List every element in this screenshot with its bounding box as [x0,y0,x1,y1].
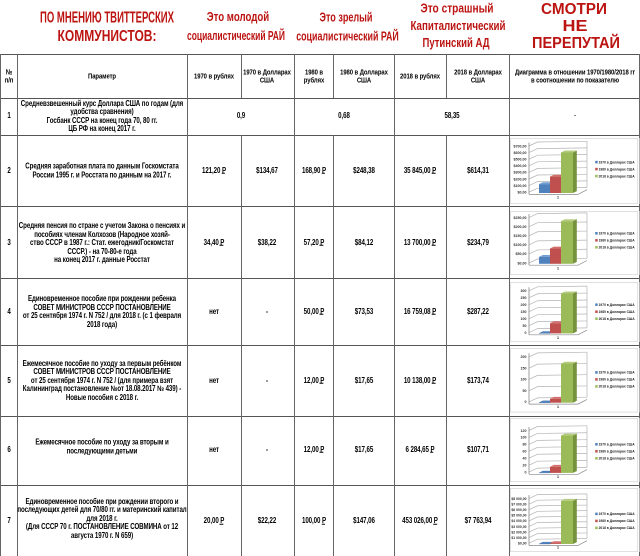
svg-text:Это страшный: Это страшный [421,2,494,16]
svg-text:Путинский АД: Путинский АД [423,36,490,50]
svg-text:1980 в Долларах США: 1980 в Долларах США [599,449,635,453]
svg-text:1: 1 [557,404,560,409]
svg-text:$400,00: $400,00 [514,164,527,168]
svg-text:$200,00: $200,00 [514,225,527,229]
svg-text:60: 60 [523,449,527,453]
svg-text:НЕ: НЕ [563,18,588,35]
svg-text:100: 100 [521,316,527,320]
svg-text:КОММУНИСТОВ:: КОММУНИСТОВ: [58,28,157,45]
svg-text:ПО МНЕНИЮ ТВИТТЕРСКИХ: ПО МНЕНИЮ ТВИТТЕРСКИХ [40,9,174,26]
svg-text:1980 в Долларах США: 1980 в Долларах США [599,167,635,171]
svg-text:40: 40 [523,456,527,460]
svg-text:$0,00: $0,00 [518,261,527,265]
svg-text:$100,00: $100,00 [514,243,527,247]
svg-text:2018 в Долларах США: 2018 в Долларах США [599,174,635,178]
svg-text:1: 1 [557,266,560,271]
svg-text:100: 100 [521,435,527,439]
svg-text:100: 100 [521,378,527,382]
svg-text:1970 в Долларах США: 1970 в Долларах США [599,512,635,516]
svg-text:Это молодой: Это молодой [207,9,270,24]
svg-text:50: 50 [523,389,527,393]
svg-text:20: 20 [523,463,527,467]
svg-text:1970 в Долларах США: 1970 в Долларах США [599,232,635,236]
svg-text:150: 150 [521,366,527,370]
svg-text:$250,00: $250,00 [514,216,527,220]
svg-text:$8 000,00: $8 000,00 [511,496,526,500]
svg-text:$300,00: $300,00 [514,171,527,175]
svg-text:$4 000,00: $4 000,00 [511,519,526,523]
svg-text:200: 200 [521,303,527,307]
svg-text:$7 000,00: $7 000,00 [511,502,526,506]
svg-text:1970 в Долларах США: 1970 в Долларах США [599,160,635,164]
svg-text:1980 в Долларах США: 1980 в Долларах США [599,519,635,523]
svg-text:Это зрелый: Это зрелый [320,10,373,25]
svg-text:$5 000,00: $5 000,00 [511,513,526,517]
svg-text:150: 150 [521,310,527,314]
svg-text:$200,00: $200,00 [514,177,527,181]
svg-text:1970 в Долларах США: 1970 в Долларах США [599,302,635,306]
svg-text:1970 в Долларах США: 1970 в Долларах США [599,442,635,446]
svg-text:$150,00: $150,00 [514,234,527,238]
svg-text:2018 в Долларах США: 2018 в Долларах США [599,526,635,530]
svg-text:1: 1 [557,473,560,478]
svg-text:1: 1 [557,334,560,339]
svg-text:1980 в Долларах США: 1980 в Долларах США [599,239,635,243]
svg-text:200: 200 [521,355,527,359]
svg-text:1980 в Долларах США: 1980 в Долларах США [599,309,635,313]
svg-text:$3 000,00: $3 000,00 [511,524,526,528]
svg-text:$500,00: $500,00 [514,158,527,162]
svg-text:2018 в Долларах США: 2018 в Долларах США [599,385,635,389]
svg-text:социалистический РАЙ: социалистический РАЙ [187,28,285,43]
svg-text:ПЕРЕПУТАЙ: ПЕРЕПУТАЙ [532,34,620,52]
svg-text:$6 000,00: $6 000,00 [511,508,526,512]
svg-text:$0,00: $0,00 [518,541,527,545]
svg-text:120: 120 [521,428,527,432]
svg-text:1: 1 [557,544,560,549]
svg-text:0: 0 [525,330,527,334]
svg-text:1970 в Долларах США: 1970 в Долларах США [599,371,635,375]
svg-text:300: 300 [521,289,527,293]
svg-text:$700,00: $700,00 [514,144,527,148]
svg-text:СМОТРИ: СМОТРИ [541,1,607,18]
svg-text:$1 000,00: $1 000,00 [511,535,526,539]
svg-text:1980 в Долларах США: 1980 в Долларах США [599,378,635,382]
svg-text:0: 0 [525,470,527,474]
svg-text:2018 в Долларах США: 2018 в Долларах США [599,456,635,460]
svg-text:$50,00: $50,00 [516,252,527,256]
svg-text:социалистический РАЙ: социалистический РАЙ [296,29,399,44]
svg-text:$0,00: $0,00 [518,191,527,195]
svg-text:250: 250 [521,296,527,300]
svg-text:$600,00: $600,00 [514,151,527,155]
svg-text:50: 50 [523,323,527,327]
svg-text:1: 1 [557,195,560,200]
svg-text:$100,00: $100,00 [514,184,527,188]
svg-text:2018 в Долларах США: 2018 в Долларах США [599,246,635,250]
svg-text:80: 80 [523,442,527,446]
svg-text:$2 000,00: $2 000,00 [511,530,526,534]
svg-text:0: 0 [525,400,527,404]
svg-text:Капиталистический: Капиталистический [411,19,506,33]
svg-text:2018 в Долларах США: 2018 в Долларах США [599,316,635,320]
